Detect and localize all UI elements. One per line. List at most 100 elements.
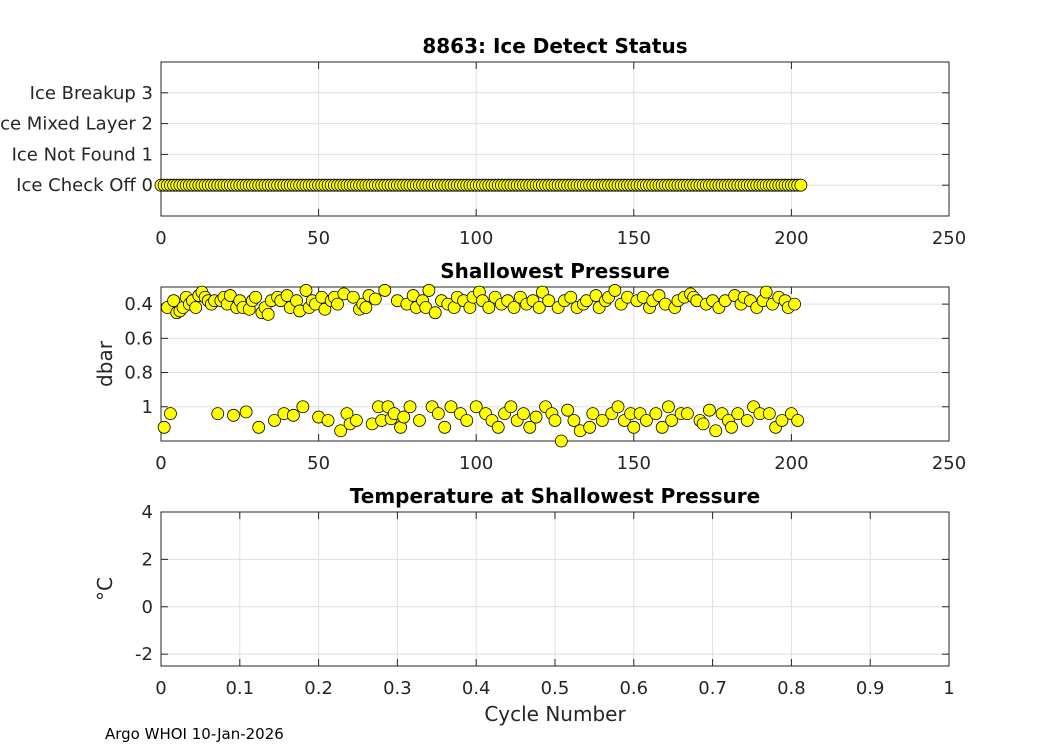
y-tick-label: Ice Mixed Layer 2 (0, 114, 153, 135)
x-tick-label: 0 (155, 228, 166, 249)
data-point (542, 294, 556, 308)
data-point (649, 407, 663, 421)
y-tick-label: 2 (142, 549, 153, 570)
data-point (403, 400, 417, 414)
x-tick-label: 150 (617, 453, 651, 474)
data-point (164, 407, 177, 421)
chart-title: Shallowest Pressure (440, 259, 670, 283)
chart-title: 8863: Ice Detect Status (422, 34, 687, 58)
data-point (318, 302, 332, 316)
x-tick-label: 100 (459, 228, 493, 249)
data-point (586, 407, 600, 421)
data-point (740, 414, 754, 427)
data-point (286, 408, 300, 422)
data-point (299, 284, 313, 297)
x-tick-label: 0.4 (462, 678, 491, 699)
x-tick-label: 250 (932, 453, 966, 474)
x-tick-label: 1 (943, 678, 954, 699)
data-point (529, 410, 543, 424)
y-axis-label: °C (93, 577, 117, 601)
axes-box (160, 61, 950, 217)
data-point (491, 420, 505, 434)
x-tick-label: 250 (932, 228, 966, 249)
data-point (561, 403, 575, 417)
data-point (535, 285, 549, 299)
data-point (517, 407, 530, 421)
data-point (709, 424, 723, 438)
x-tick-label: 0.9 (856, 678, 885, 699)
data-point (665, 414, 679, 427)
data-point (532, 301, 546, 314)
data-point (189, 301, 203, 314)
data-point (595, 414, 609, 427)
data-point (431, 407, 445, 421)
temperature-axes: 0 0.1 0.2 0.3 0.4 0.5 0.6 0.7 0.8 0.9 1-2024Temper… (93, 484, 955, 726)
y-tick-label: -2 (135, 644, 153, 665)
chart-title: Temperature at Shallowest Pressure (350, 484, 760, 508)
x-tick-label: 50 (307, 453, 330, 474)
data-point (368, 292, 382, 306)
data-point (567, 414, 581, 427)
y-tick-label: 0 (142, 597, 153, 618)
y-tick-label: 0.4 (124, 294, 153, 315)
data-point (482, 301, 496, 314)
data-point (662, 400, 675, 414)
data-point (583, 420, 597, 434)
x-tick-label: 0.6 (619, 678, 648, 699)
data-point (378, 284, 392, 297)
data-point (788, 297, 801, 311)
data-point (321, 414, 335, 427)
data-point (504, 400, 518, 414)
data-point (249, 290, 262, 304)
data-point (775, 414, 789, 427)
x-tick-label: 0.1 (225, 678, 254, 699)
data-point (460, 414, 474, 427)
data-point (346, 290, 360, 304)
data-point (703, 403, 716, 417)
x-tick-label: 0.8 (777, 678, 806, 699)
data-point (167, 294, 181, 308)
data-point (794, 178, 808, 192)
x-tick-label: 0.3 (383, 678, 412, 699)
y-tick-label: Ice Not Found 1 (12, 144, 153, 165)
y-tick-label: 4 (142, 502, 153, 523)
data-point (261, 307, 275, 321)
data-point (444, 400, 458, 414)
data-point (359, 301, 373, 314)
data-point (548, 414, 562, 427)
plot-area (161, 62, 949, 216)
x-tick-label: 50 (307, 228, 330, 249)
data-point (397, 410, 411, 424)
x-tick-label: 0.5 (541, 678, 570, 699)
x-tick-label: 0.2 (304, 678, 333, 699)
data-point (731, 407, 745, 421)
ice-status-axes: 0 50 100 150 200 250 Ice Check Off 0 Ice Not Fo… (0, 34, 966, 249)
x-tick-label: 0.7 (698, 678, 727, 699)
data-point (564, 290, 578, 304)
data-point (791, 414, 805, 427)
x-tick-label: 0 (155, 453, 166, 474)
data-point (422, 284, 436, 297)
data-point (652, 289, 666, 302)
x-axis-label: Cycle Number (484, 702, 626, 726)
x-tick-label: 100 (459, 453, 493, 474)
y-axis-label: dbar (93, 340, 117, 387)
y-tick-label: Ice Breakup 3 (30, 83, 153, 104)
shallowest-pressure-axes: 0 50 100 150 200 250 0.4 0.6 0.8 1 Shallowest Pres… (93, 259, 966, 474)
data-point (331, 297, 344, 311)
data-point (696, 417, 710, 431)
data-point (413, 414, 426, 427)
data-point (523, 420, 537, 434)
x-tick-label: 150 (617, 228, 651, 249)
data-point (655, 420, 669, 434)
x-tick-label: 0 (155, 678, 166, 699)
x-tick-label: 200 (774, 453, 808, 474)
data-point (428, 306, 442, 320)
y-tick-label: 0.6 (124, 328, 153, 349)
data-point (252, 420, 266, 434)
data-point (759, 285, 773, 299)
data-point (725, 420, 738, 434)
y-tick-label: 1 (142, 397, 153, 418)
data-point (608, 284, 622, 297)
